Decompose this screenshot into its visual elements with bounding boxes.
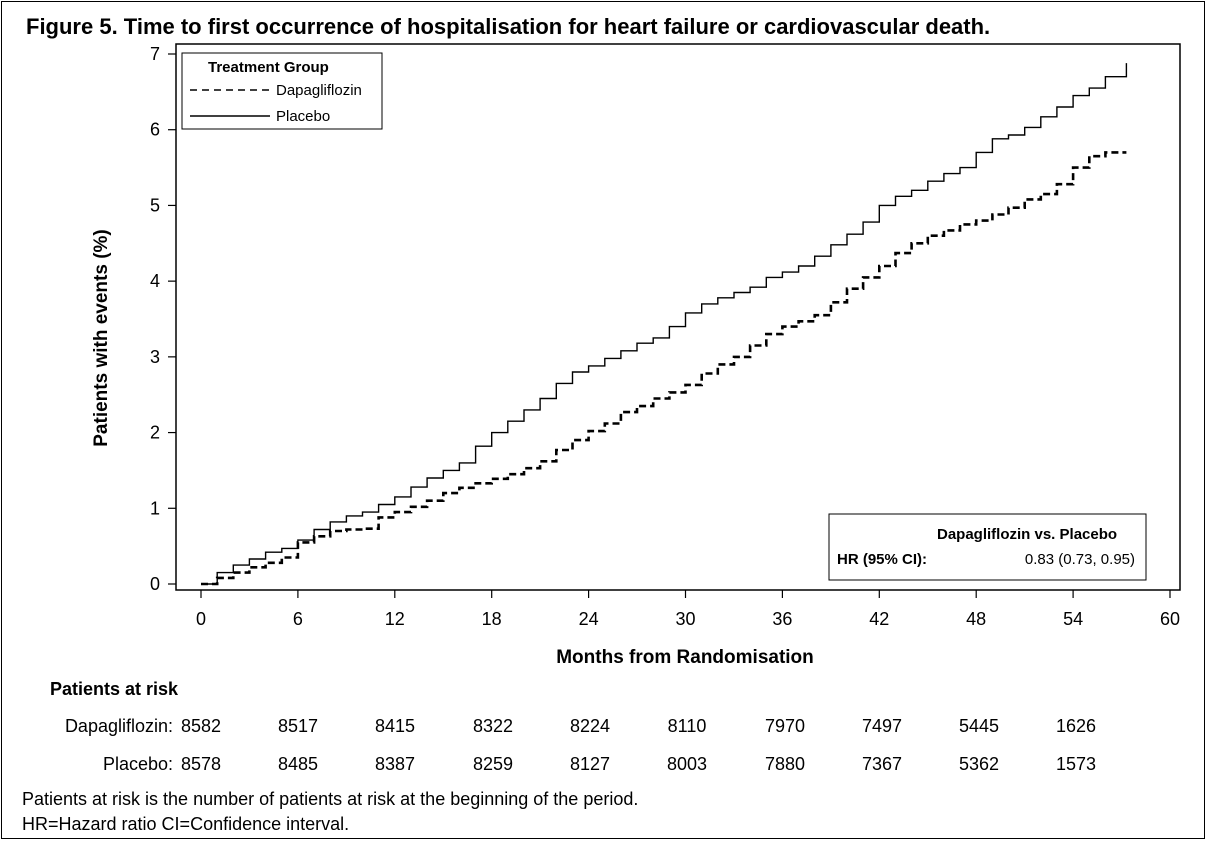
footnote-1: Patients at risk is the number of patien… bbox=[22, 789, 638, 809]
risk-value: 7367 bbox=[862, 754, 902, 774]
risk-values: 8582 8517 8415 8322 8224 8110 7970 7497 5445 1626… bbox=[181, 716, 1096, 774]
risk-value: 8003 bbox=[667, 754, 707, 774]
y-tick-label: 1 bbox=[150, 498, 160, 518]
x-tick-label: 6 bbox=[293, 609, 303, 629]
risk-value: 5362 bbox=[959, 754, 999, 774]
legend: Treatment Group Dapagliflozin Placebo bbox=[181, 52, 383, 130]
legend-title: Treatment Group bbox=[208, 59, 329, 76]
risk-row-label-placebo: Placebo: bbox=[103, 754, 173, 774]
x-tick-label: 24 bbox=[579, 609, 599, 629]
risk-value: 8259 bbox=[473, 754, 513, 774]
risk-value: 7497 bbox=[862, 716, 902, 736]
y-tick-label: 6 bbox=[150, 120, 160, 140]
y-axis: 0 1 2 3 4 5 6 7 bbox=[150, 44, 176, 594]
x-tick-label: 30 bbox=[675, 609, 695, 629]
risk-value: 8322 bbox=[473, 716, 513, 736]
x-axis: 0 6 12 18 24 30 36 42 48 54 60 bbox=[196, 590, 1180, 629]
risk-value: 8127 bbox=[570, 754, 610, 774]
x-tick-label: 42 bbox=[869, 609, 889, 629]
hr-value: 0.83 (0.73, 0.95) bbox=[1025, 551, 1135, 568]
hr-label: HR (95% CI): bbox=[837, 551, 927, 568]
x-tick-label: 0 bbox=[196, 609, 206, 629]
x-axis-label: Months from Randomisation bbox=[556, 647, 814, 668]
risk-value: 8517 bbox=[278, 716, 318, 736]
y-tick-label: 3 bbox=[150, 347, 160, 367]
risk-value: 8485 bbox=[278, 754, 318, 774]
x-tick-label: 36 bbox=[772, 609, 792, 629]
x-tick-label: 12 bbox=[385, 609, 405, 629]
y-tick-label: 0 bbox=[150, 574, 160, 594]
y-tick-label: 7 bbox=[150, 44, 160, 64]
x-tick-label: 48 bbox=[966, 609, 986, 629]
risk-value: 8224 bbox=[570, 716, 610, 736]
risk-value: 1626 bbox=[1056, 716, 1096, 736]
figure-title: Figure 5. Time to first occurrence of ho… bbox=[26, 14, 990, 39]
risk-table: Patients at risk Dapagliflozin: Placebo:… bbox=[50, 679, 1096, 774]
x-tick-label: 60 bbox=[1160, 609, 1180, 629]
legend-label-placebo: Placebo bbox=[276, 108, 330, 125]
x-tick-label: 18 bbox=[482, 609, 502, 629]
risk-value: 8387 bbox=[375, 754, 415, 774]
risk-row-label-dapagliflozin: Dapagliflozin: bbox=[65, 716, 173, 736]
legend-label-dapagliflozin: Dapagliflozin bbox=[276, 82, 362, 99]
y-tick-label: 2 bbox=[150, 423, 160, 443]
risk-value: 7970 bbox=[765, 716, 805, 736]
x-tick-label: 54 bbox=[1063, 609, 1083, 629]
risk-value: 8582 bbox=[181, 716, 221, 736]
series-line-placebo bbox=[201, 63, 1128, 585]
y-axis-label: Patients with events (%) bbox=[91, 229, 112, 447]
risk-value: 8415 bbox=[375, 716, 415, 736]
risk-value: 8578 bbox=[181, 754, 221, 774]
risk-table-heading: Patients at risk bbox=[50, 679, 179, 699]
hr-heading: Dapagliflozin vs. Placebo bbox=[937, 526, 1117, 543]
risk-value: 8110 bbox=[668, 716, 707, 736]
km-curves bbox=[201, 63, 1128, 586]
hazard-ratio-box: Dapagliflozin vs. Placebo HR (95% CI): 0… bbox=[828, 513, 1147, 581]
series-line-dapagliflozin bbox=[201, 151, 1127, 586]
y-tick-label: 4 bbox=[150, 271, 160, 291]
risk-value: 1573 bbox=[1056, 754, 1096, 774]
hr-box bbox=[828, 513, 1147, 581]
y-tick-label: 5 bbox=[150, 195, 160, 215]
plot-area bbox=[175, 43, 1181, 591]
risk-value: 5445 bbox=[959, 716, 999, 736]
risk-value: 7880 bbox=[765, 754, 805, 774]
footnote-2: HR=Hazard ratio CI=Confidence interval. bbox=[22, 814, 349, 834]
